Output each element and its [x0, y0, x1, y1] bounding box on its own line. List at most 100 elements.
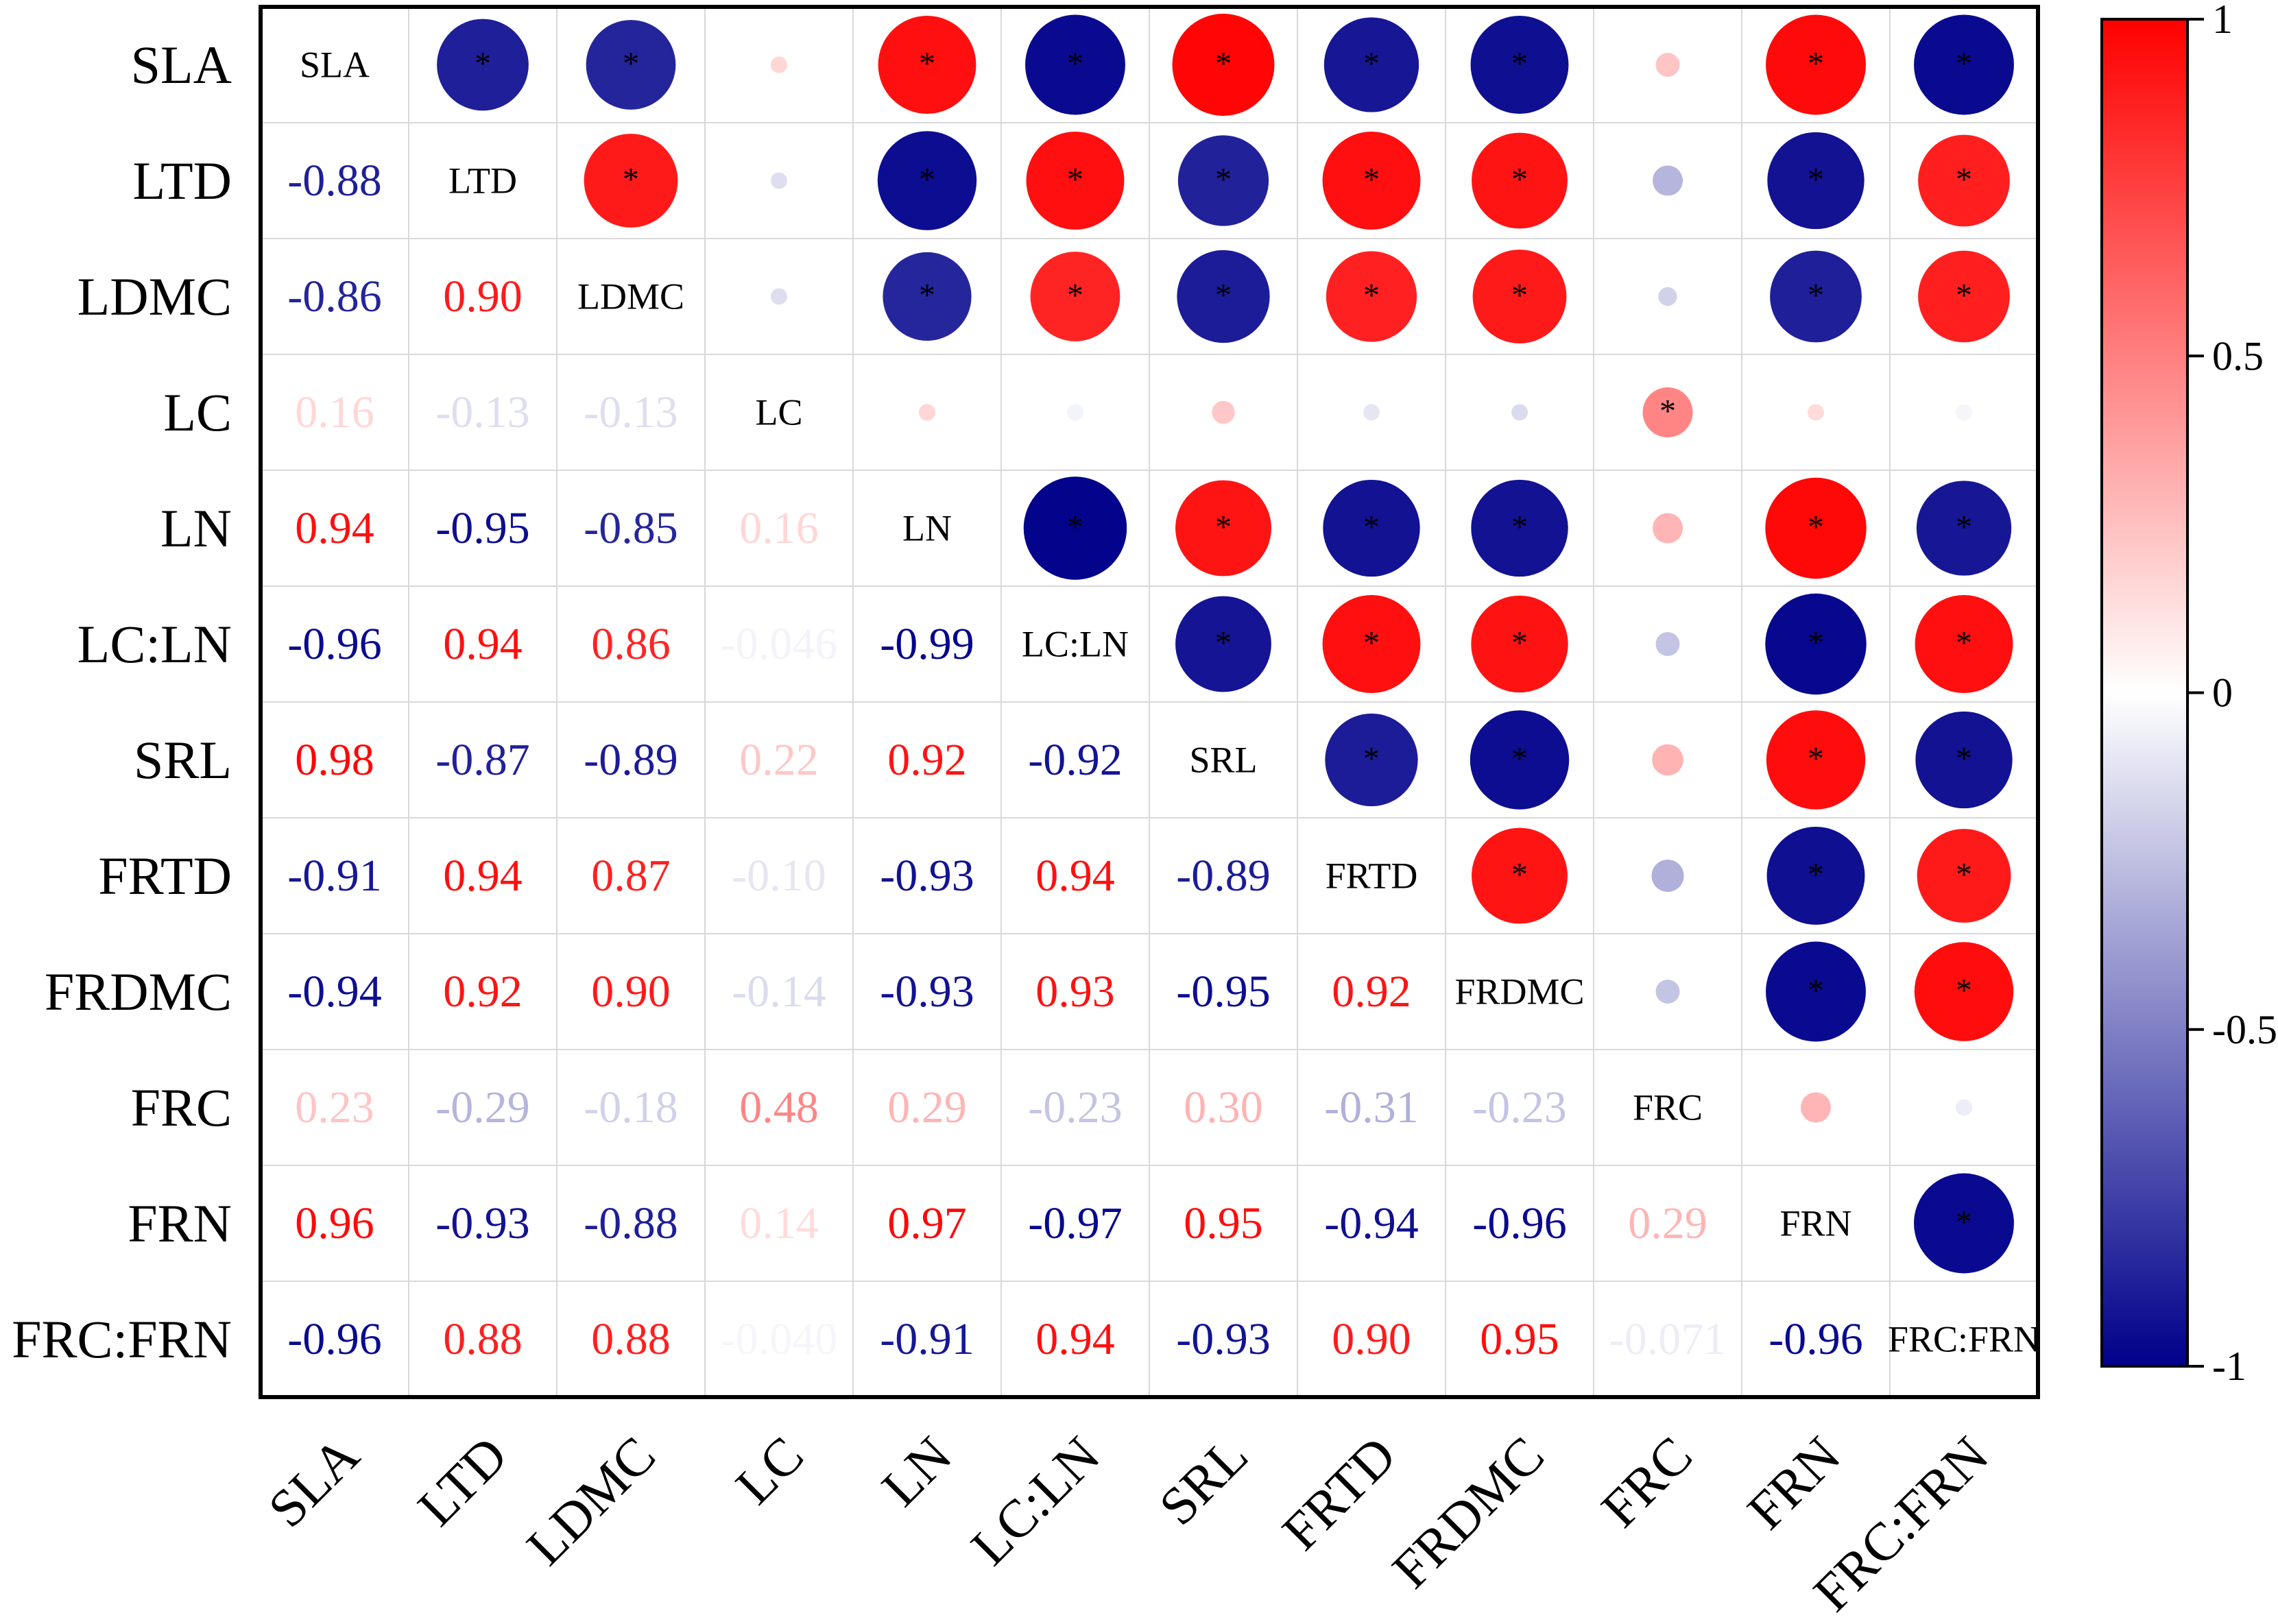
column-label-ln: LN [870, 1425, 963, 1518]
corr-value-frc-lc-ln: -0.23 [1028, 1082, 1122, 1132]
corr-value-ln-ltd: -0.95 [435, 503, 529, 553]
corr-value-frc-frn-sla: -0.96 [287, 1314, 381, 1364]
corr-value-frc-ldmc: -0.18 [584, 1082, 678, 1132]
significance-marker: * [919, 162, 935, 198]
corr-value-frn-ln: 0.97 [887, 1198, 967, 1248]
corr-circle-lc-frc-frn [1956, 404, 1972, 421]
corr-value-frn-ltd: -0.93 [435, 1198, 529, 1248]
corr-circle-frtd-frc-frn [1917, 829, 2011, 923]
corr-circle-frtd-frn [1766, 827, 1865, 925]
corr-circle-lc-frdmc [1511, 404, 1528, 421]
corr-circle-sla-frn [1766, 14, 1866, 115]
corr-value-frtd-lc: -0.10 [732, 851, 826, 901]
significance-marker: * [1363, 46, 1380, 82]
column-label-frn: FRN [1736, 1425, 1851, 1541]
corr-value-frc-frtd: -0.31 [1324, 1082, 1418, 1132]
column-label-ltd: LTD [406, 1425, 518, 1538]
row-label-lc: LC [163, 383, 232, 442]
corr-value-ldmc-sla: -0.86 [287, 271, 381, 322]
corr-circle-sla-frc [1655, 53, 1680, 77]
significance-marker: * [919, 46, 935, 82]
corr-circle-ldmc-ln [883, 252, 972, 341]
column-label-ldmc: LDMC [515, 1425, 667, 1577]
corr-value-frc-frn-frn: -0.96 [1769, 1314, 1862, 1364]
corr-circle-lc-ln-frn [1765, 593, 1867, 695]
corr-circle-ln-frn [1765, 477, 1867, 579]
corr-circle-sla-ln [878, 16, 976, 114]
diagonal-label-ln: LN [902, 508, 952, 549]
corr-circle-lc-ln-frc-frn [1915, 595, 2013, 693]
corr-circle-frdmc-frc [1655, 980, 1680, 1004]
significance-marker: * [1659, 393, 1676, 430]
significance-marker: * [1956, 625, 1972, 662]
corr-circle-srl-frc [1652, 744, 1683, 776]
diagonal-label-frdmc: FRDMC [1454, 971, 1584, 1013]
corr-value-frc-frdmc: -0.23 [1472, 1082, 1566, 1132]
corr-circle-lc-frn [1808, 404, 1824, 421]
diagonal-label-srl: SRL [1189, 740, 1257, 781]
corr-value-frc-frn-frdmc: 0.95 [1480, 1314, 1559, 1364]
corr-circle-ln-srl [1175, 480, 1271, 577]
corr-circle-frc-frc-frn [1956, 1099, 1972, 1116]
corr-value-frdmc-ltd: 0.92 [443, 967, 523, 1017]
corr-circle-ln-frtd [1323, 479, 1420, 577]
corr-value-frdmc-lc-ln: 0.93 [1035, 967, 1115, 1017]
significance-marker: * [1363, 741, 1380, 777]
corr-value-frc-sla: 0.23 [295, 1082, 374, 1132]
significance-marker: * [1067, 46, 1083, 82]
corr-value-lc-ln-ln: -0.99 [880, 619, 974, 669]
row-label-frn: FRN [128, 1193, 232, 1253]
significance-marker: * [1215, 46, 1232, 82]
colorbar-tick-label: 0.5 [2212, 333, 2264, 378]
significance-marker: * [1511, 162, 1528, 198]
colorbar-tick-label: -1 [2212, 1344, 2246, 1389]
corr-value-frc-srl: 0.30 [1184, 1082, 1263, 1132]
corr-circle-lc-frc [1642, 387, 1693, 437]
column-label-frc: FRC [1590, 1425, 1703, 1539]
corr-circle-sla-srl [1172, 14, 1275, 116]
row-label-frtd: FRTD [98, 846, 232, 906]
column-label-frtd: FRTD [1271, 1425, 1407, 1562]
corr-value-lc-ltd: -0.13 [435, 387, 529, 437]
significance-marker: * [1363, 509, 1380, 546]
significance-marker: * [1808, 162, 1824, 198]
corr-value-frc-frn-frtd: 0.90 [1332, 1314, 1411, 1364]
row-labels: SLA LTD LDMC LC LN LC:LN SRL FRTD FRDMC FRC FRN FRC… [12, 35, 232, 1369]
corr-circle-ltd-lc [771, 172, 787, 189]
corr-value-frc-frn-frc: -0.071 [1609, 1314, 1726, 1364]
colorbar-ticks: 1 0.5 0 -0.5 -1 [2187, 0, 2277, 1389]
significance-marker: * [1511, 741, 1528, 777]
significance-marker: * [1956, 857, 1972, 893]
corr-circle-ltd-frdmc [1472, 132, 1568, 229]
corr-value-frn-sla: 0.96 [295, 1198, 374, 1248]
significance-marker: * [1215, 625, 1232, 662]
colorbar-tick-label: -0.5 [2212, 1007, 2277, 1052]
corr-value-frdmc-frtd: 0.92 [1332, 967, 1411, 1017]
colorbar-tick-label: 0 [2212, 670, 2233, 716]
corr-value-frc-frn-lc-ln: 0.94 [1035, 1314, 1115, 1364]
row-label-sla: SLA [131, 35, 232, 95]
corr-value-frc-ltd: -0.29 [435, 1082, 529, 1132]
column-label-frdmc: FRDMC [1380, 1425, 1555, 1600]
corr-value-frn-lc: 0.14 [739, 1198, 819, 1248]
corr-circle-ltd-frtd [1322, 132, 1421, 230]
corr-value-frdmc-ln: -0.93 [880, 967, 974, 1017]
corr-value-ltd-sla: -0.88 [287, 156, 381, 206]
significance-marker: * [1511, 278, 1528, 314]
corr-circle-ln-frc [1652, 513, 1683, 544]
corr-circle-frc-frn [1800, 1092, 1832, 1123]
significance-marker: * [1363, 625, 1380, 662]
corr-circle-ln-lc-ln [1023, 476, 1127, 580]
corr-value-frtd-srl: -0.89 [1176, 851, 1270, 901]
corr-circle-lc-lc-ln [1067, 404, 1083, 421]
significance-marker: * [1363, 162, 1380, 198]
corr-value-frn-srl: 0.95 [1184, 1198, 1263, 1248]
significance-marker: * [1215, 278, 1232, 314]
corr-circle-sla-lc-ln [1025, 14, 1125, 115]
corr-circle-frdmc-frc-frn [1914, 942, 2014, 1041]
diagonal-label-ltd: LTD [448, 160, 517, 202]
row-label-ln: LN [160, 498, 232, 558]
corr-circle-srl-frtd [1325, 713, 1418, 807]
corr-value-lc-ln-ldmc: 0.86 [591, 619, 671, 669]
corr-circle-lc-ln [918, 404, 936, 421]
